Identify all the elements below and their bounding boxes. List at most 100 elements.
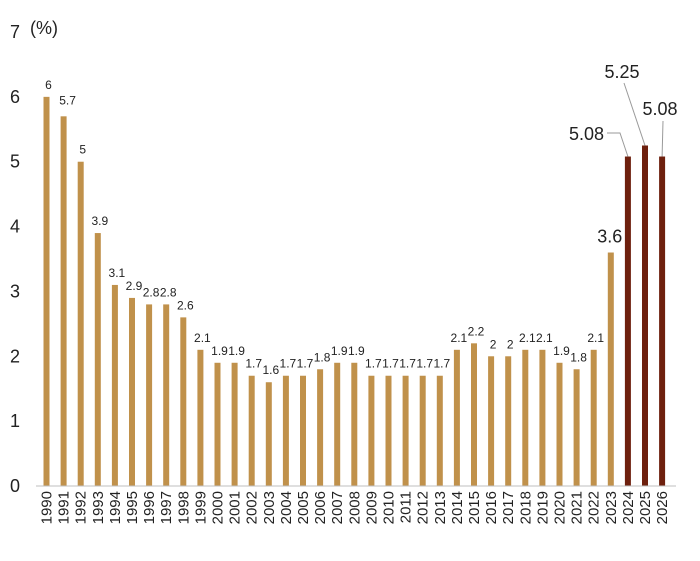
y-tick-label: 3 xyxy=(10,281,20,301)
x-tick-label: 2019 xyxy=(534,491,551,524)
x-tick-label: 2024 xyxy=(620,491,637,524)
x-tick-label: 2002 xyxy=(244,491,261,524)
bar xyxy=(248,375,255,486)
data-label: 6 xyxy=(45,78,52,92)
bar xyxy=(573,369,580,486)
leader-line xyxy=(623,82,646,146)
y-tick-label: 1 xyxy=(10,411,20,431)
data-label: 2.1 xyxy=(451,331,468,345)
bar xyxy=(334,362,341,486)
data-label: 2 xyxy=(490,337,497,351)
x-tick-label: 1994 xyxy=(107,491,124,524)
bar xyxy=(368,375,375,486)
data-label: 1.9 xyxy=(211,344,228,358)
leader-line xyxy=(661,120,664,157)
data-label: 1.7 xyxy=(416,357,433,371)
data-label: 5.08 xyxy=(642,99,677,119)
data-label: 1.7 xyxy=(382,357,399,371)
data-label: 5.7 xyxy=(59,93,76,107)
x-tick-label: 2023 xyxy=(603,491,620,524)
data-label: 2.9 xyxy=(126,279,143,293)
x-tick-label: 1991 xyxy=(56,491,73,524)
bar xyxy=(43,96,50,486)
bar xyxy=(60,116,67,487)
data-label: 1.9 xyxy=(331,344,348,358)
x-tick-label: 1990 xyxy=(39,491,56,524)
x-tick-label: 2020 xyxy=(552,491,569,524)
data-label: 1.9 xyxy=(348,344,365,358)
bar xyxy=(590,349,597,486)
x-tick-label: 2014 xyxy=(449,491,466,524)
data-label: 3.6 xyxy=(597,227,622,247)
y-tick-label: 2 xyxy=(10,346,20,366)
data-label: 2.6 xyxy=(177,298,194,312)
y-tick-label: 6 xyxy=(10,87,20,107)
x-tick-label: 2025 xyxy=(637,491,654,524)
bar xyxy=(214,362,221,486)
x-tick-label: 1999 xyxy=(192,491,209,524)
x-tick-label: 2010 xyxy=(381,491,398,524)
bar xyxy=(436,375,443,486)
data-label: 2.8 xyxy=(160,285,177,299)
bar xyxy=(180,317,187,486)
y-tick-label: 0 xyxy=(10,476,20,496)
data-label: 1.6 xyxy=(262,363,279,377)
x-tick-label: 2026 xyxy=(654,491,671,524)
y-axis-labels: 0 1 2 3 4 5 6 7 xyxy=(10,22,20,496)
bars xyxy=(43,96,666,487)
x-tick-label: 2006 xyxy=(312,491,329,524)
data-label: 5.08 xyxy=(569,124,604,144)
x-axis-labels: 1990 1991 1992 1993 1994 1995 1996 1997 1998 1999… xyxy=(39,491,672,524)
data-label: 1.7 xyxy=(399,357,416,371)
bar xyxy=(522,349,529,486)
bar xyxy=(146,304,153,486)
x-tick-label: 2007 xyxy=(329,491,346,524)
x-tick-label: 2008 xyxy=(346,491,363,524)
data-label: 2 xyxy=(507,337,514,351)
bar xyxy=(351,362,358,486)
x-tick-label: 2017 xyxy=(500,491,517,524)
bar xyxy=(453,349,460,486)
bar xyxy=(488,356,495,486)
data-label: 2.1 xyxy=(194,331,211,345)
x-tick-label: 2004 xyxy=(278,491,295,524)
data-label: 1.7 xyxy=(433,357,450,371)
bar xyxy=(163,304,170,486)
x-tick-label: 2018 xyxy=(517,491,534,524)
bar xyxy=(129,297,135,486)
x-tick-label: 2012 xyxy=(415,491,432,524)
x-tick-label: 1998 xyxy=(175,491,192,524)
data-labels: 65.753.93.12.9 2.8 2.82.62.11.9 1.91.7 1.6 1.… xyxy=(45,62,677,377)
x-tick-label: 2011 xyxy=(398,491,415,523)
data-label: 3.1 xyxy=(109,266,126,280)
bar xyxy=(265,382,272,486)
data-label: 5.25 xyxy=(604,62,639,82)
data-label: 3.9 xyxy=(91,214,108,228)
bar xyxy=(77,161,84,486)
bar xyxy=(300,375,306,486)
bar xyxy=(419,375,426,486)
bar xyxy=(505,356,512,486)
label-leader-lines xyxy=(607,82,664,157)
y-tick-label: 7 xyxy=(10,22,20,42)
data-label: 2.2 xyxy=(468,324,485,338)
x-tick-label: 2000 xyxy=(210,491,227,524)
bar xyxy=(556,362,563,486)
x-tick-label: 1997 xyxy=(158,491,175,524)
data-label: 2.1 xyxy=(519,331,536,345)
data-label: 1.7 xyxy=(365,357,382,371)
bar xyxy=(471,343,477,486)
data-label: 1.7 xyxy=(297,357,314,371)
forecast-bar xyxy=(642,145,648,486)
x-tick-label: 2022 xyxy=(586,491,603,524)
bar xyxy=(539,349,546,486)
x-tick-label: 1993 xyxy=(90,491,107,524)
x-tick-label: 1996 xyxy=(141,491,158,524)
data-label: 2.8 xyxy=(143,285,160,299)
x-tick-label: 2013 xyxy=(432,491,449,524)
data-label: 2.1 xyxy=(536,331,553,345)
data-label: 1.8 xyxy=(314,350,331,364)
forecast-bar xyxy=(624,156,631,487)
